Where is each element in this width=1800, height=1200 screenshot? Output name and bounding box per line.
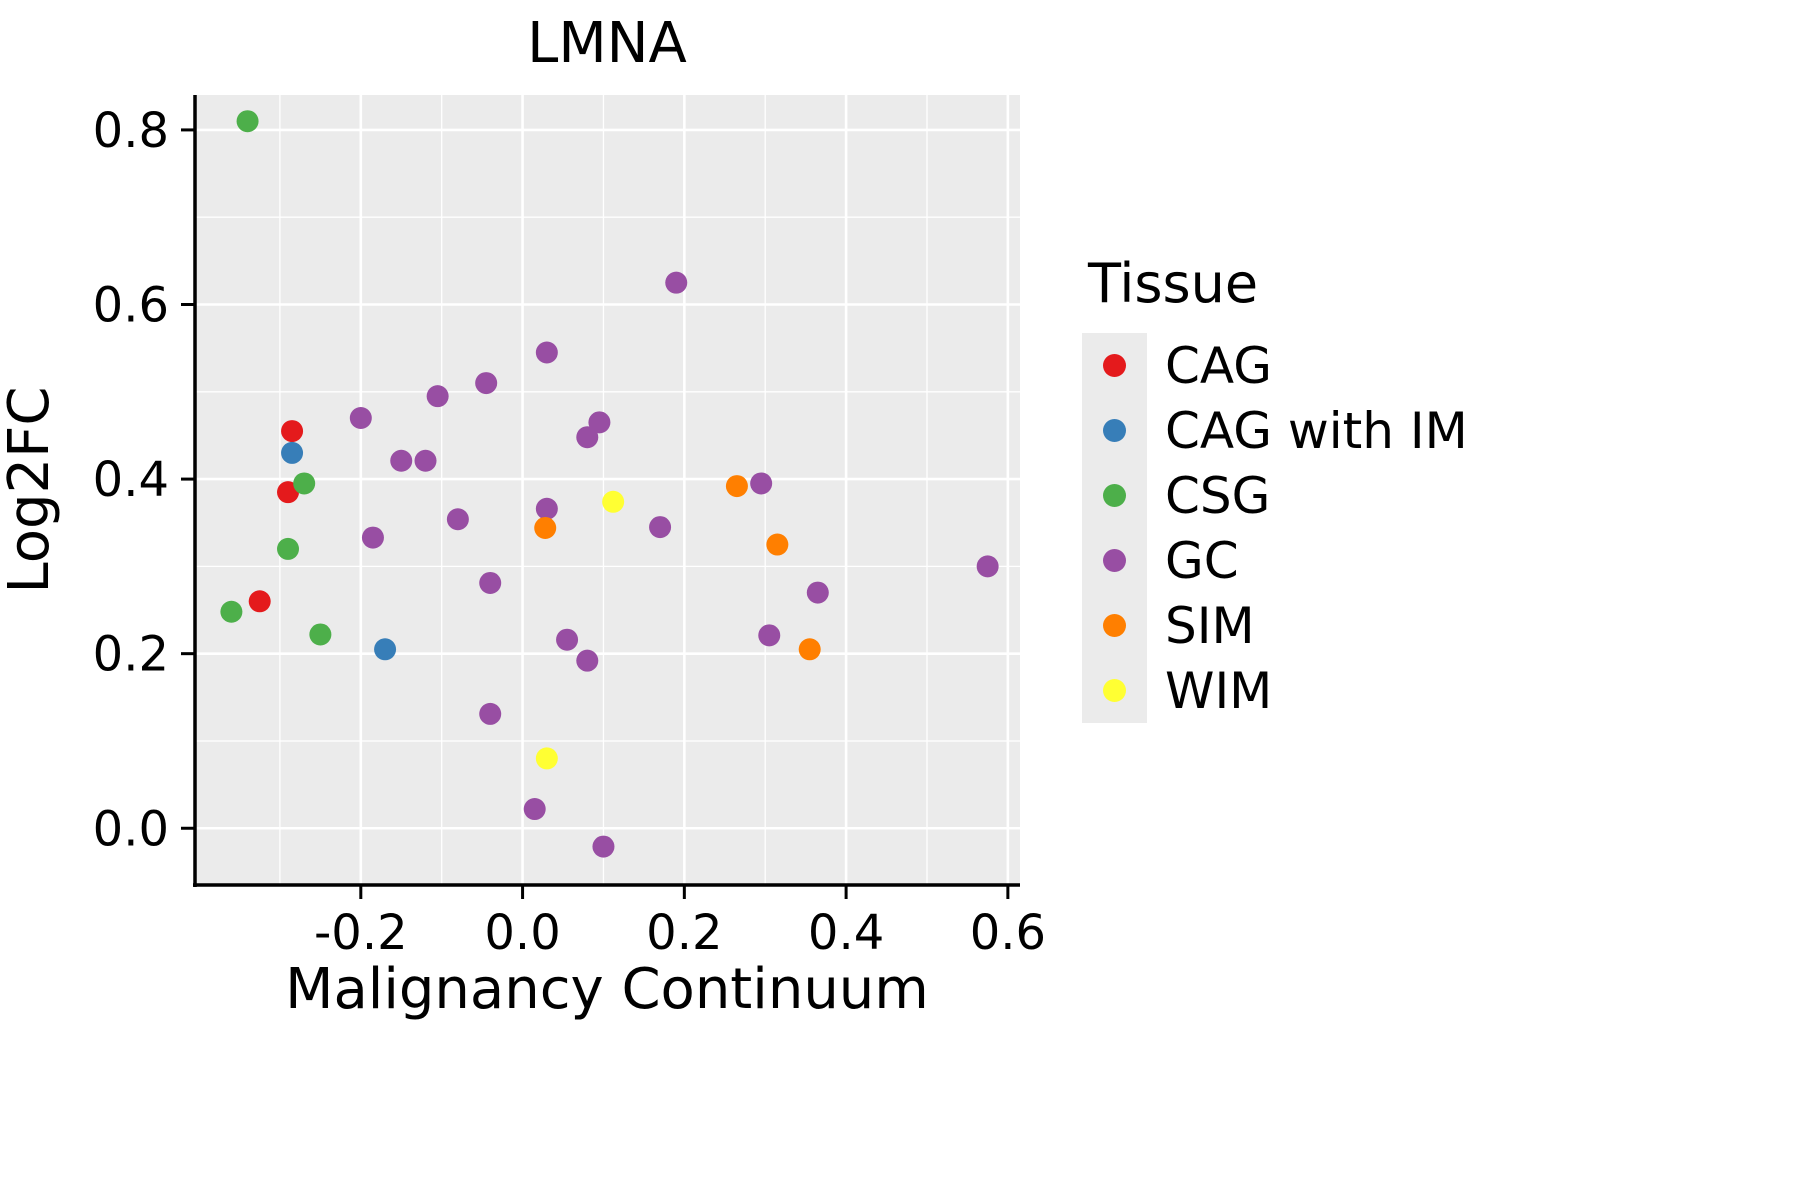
data-point-GC: [806, 581, 829, 604]
legend-dot-icon: [1103, 419, 1126, 442]
data-point-GC: [479, 702, 502, 725]
data-point-CSG: [277, 537, 300, 560]
legend-dot-icon: [1103, 614, 1126, 637]
data-point-GC: [475, 372, 498, 395]
x-tick-label: 0.0: [484, 905, 560, 961]
data-point-SIM: [766, 533, 789, 556]
data-point-CSG: [293, 472, 316, 495]
x-tick-label: -0.2: [314, 905, 408, 961]
x-tick-label: 0.2: [646, 905, 722, 961]
data-point-GC: [758, 624, 781, 647]
data-point-CSG: [309, 623, 332, 646]
legend-item-CSG: CSG: [1082, 463, 1468, 528]
data-point-CAG-with-IM: [281, 441, 304, 464]
data-point-GC: [349, 406, 372, 429]
data-point-GC: [556, 628, 579, 651]
legend-dot-icon: [1103, 484, 1126, 507]
legend-label: CAG: [1165, 336, 1272, 395]
data-point-CSG: [236, 110, 259, 133]
data-point-GC: [535, 341, 558, 364]
plot-panel: -0.2 0.0 0.2 0.4 0.6 0.0 0.2 0.4 0.6 0.8: [93, 95, 1046, 961]
legend: Tissue CAG CAG with IM CSG GC SIM WIM: [1082, 252, 1468, 723]
data-point-GC: [479, 571, 502, 594]
data-point-CAG: [281, 420, 304, 443]
legend-label: GC: [1165, 531, 1239, 590]
chart-title: LMNA: [527, 11, 687, 76]
legend-label: CAG with IM: [1165, 401, 1468, 460]
legend-item-SIM: SIM: [1082, 593, 1468, 658]
data-point-SIM: [534, 516, 557, 539]
legend-label: WIM: [1165, 661, 1273, 720]
legend-key-icon: [1082, 333, 1147, 398]
data-point-GC: [576, 426, 599, 449]
legend-title: Tissue: [1088, 252, 1259, 315]
data-point-CAG-with-IM: [374, 638, 397, 661]
x-tick-label: 0.6: [970, 905, 1046, 961]
legend-items: CAG CAG with IM CSG GC SIM WIM: [1082, 333, 1468, 723]
y-tick-label: 0.6: [93, 278, 169, 334]
x-tick-label: 0.4: [808, 905, 884, 961]
panel-background: [195, 95, 1020, 885]
data-point-WIM: [535, 747, 558, 770]
data-point-GC: [535, 497, 558, 520]
data-point-GC: [649, 516, 672, 539]
legend-key-icon: [1082, 528, 1147, 593]
legend-label: SIM: [1165, 596, 1255, 655]
data-point-GC: [576, 649, 599, 672]
legend-label: CSG: [1165, 466, 1271, 525]
data-point-WIM: [602, 490, 625, 513]
legend-key-icon: [1082, 398, 1147, 463]
y-tick-label: 0.8: [93, 103, 169, 159]
y-tick-label: 0.4: [93, 452, 169, 508]
legend-dot-icon: [1103, 549, 1126, 572]
data-point-CSG: [220, 600, 243, 623]
legend-dot-icon: [1103, 354, 1126, 377]
y-axis-label: Log2FC: [0, 387, 62, 594]
data-point-CAG: [277, 481, 300, 504]
data-point-GC: [592, 835, 615, 858]
legend-key-icon: [1082, 593, 1147, 658]
data-point-CAG: [248, 590, 271, 613]
data-point-GC: [976, 555, 999, 578]
y-tick-label: 0.0: [93, 801, 169, 857]
data-point-GC: [426, 385, 449, 408]
y-tick-label: 0.2: [93, 627, 169, 683]
legend-item-GC: GC: [1082, 528, 1468, 593]
legend-item-CAG-with-IM: CAG with IM: [1082, 398, 1468, 463]
data-point-SIM: [798, 638, 821, 661]
data-point-GC: [588, 411, 611, 434]
legend-key-icon: [1082, 463, 1147, 528]
data-point-GC: [361, 526, 384, 549]
data-point-SIM: [725, 475, 748, 498]
data-point-GC: [665, 271, 688, 294]
legend-dot-icon: [1103, 679, 1126, 702]
data-point-GC: [390, 449, 413, 472]
legend-item-WIM: WIM: [1082, 658, 1468, 723]
x-axis-label: Malignancy Continuum: [285, 957, 929, 1022]
legend-item-CAG: CAG: [1082, 333, 1468, 398]
legend-key-icon: [1082, 658, 1147, 723]
data-point-GC: [446, 508, 469, 531]
data-point-GC: [750, 472, 773, 495]
data-point-GC: [414, 449, 437, 472]
data-point-GC: [523, 798, 546, 821]
